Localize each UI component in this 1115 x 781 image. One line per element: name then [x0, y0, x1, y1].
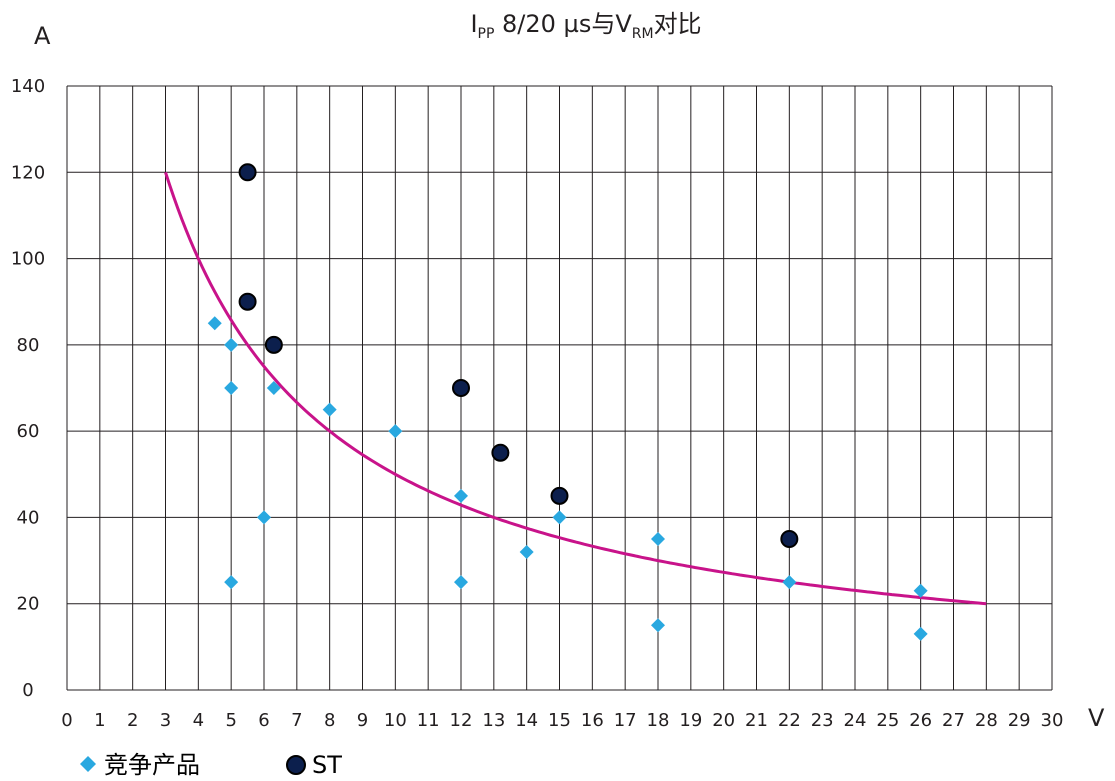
- grid: [66, 85, 1053, 691]
- legend-label-competitor: 竞争产品: [104, 751, 200, 779]
- data-point-diamond: [224, 337, 239, 352]
- data-point-circle: [780, 530, 799, 548]
- data-point-diamond: [651, 618, 665, 633]
- y-tick-label: 80: [17, 335, 40, 356]
- y-tick-label: 100: [11, 249, 45, 270]
- x-tick-label: 14: [515, 710, 538, 731]
- data-point-diamond: [224, 575, 239, 590]
- data-point-diamond: [913, 583, 928, 598]
- chart-title: IPP 8/20 µs与VRM对比: [470, 10, 701, 42]
- x-tick-label: 25: [876, 710, 899, 731]
- y-axis-label: A: [34, 22, 51, 50]
- x-tick-label: 23: [811, 710, 834, 731]
- data-point-circle: [238, 292, 257, 311]
- x-tick-label: 3: [160, 710, 171, 731]
- data-point-diamond: [519, 544, 534, 559]
- title-prefix: I: [470, 10, 477, 38]
- data-point-diamond: [322, 402, 337, 417]
- x-tick-label: 6: [258, 710, 269, 731]
- legend-label-st: ST: [312, 751, 342, 779]
- y-tick-label: 40: [17, 507, 40, 528]
- x-axis-label: V: [1088, 704, 1105, 732]
- data-point-diamond: [266, 381, 281, 395]
- x-tick-label: 18: [647, 710, 670, 731]
- x-tick-label: 5: [225, 710, 236, 731]
- legend-item-st: ST: [286, 751, 342, 779]
- data-point-circle: [491, 443, 510, 462]
- x-tick-label: 24: [844, 710, 867, 731]
- data-point-diamond: [913, 626, 928, 641]
- y-tick-label: 140: [11, 76, 45, 97]
- x-tick-label: 30: [1041, 710, 1064, 731]
- x-tick-label: 16: [581, 710, 604, 731]
- data-point-circle: [550, 486, 569, 505]
- x-tick-label: 1: [94, 710, 105, 731]
- data-point-diamond: [388, 424, 403, 439]
- title-middle: 8/20 µs与V: [494, 10, 632, 38]
- x-tick-label: 29: [1008, 710, 1031, 731]
- x-tick-label: 13: [482, 710, 505, 731]
- x-tick-label: 22: [778, 710, 801, 731]
- x-tick-label: 21: [745, 710, 768, 731]
- x-tick-label: 4: [193, 710, 204, 731]
- series-competitor: [207, 316, 928, 641]
- y-tick-labels: 0 20 40 60 80 100 120 140: [11, 76, 45, 701]
- x-tick-label: 0: [61, 710, 72, 731]
- data-point-diamond: [651, 532, 665, 546]
- y-tick-label: 0: [22, 680, 33, 701]
- x-tick-label: 7: [291, 710, 302, 731]
- series-st: [238, 163, 799, 548]
- data-point-diamond: [454, 575, 468, 590]
- x-tick-label: 9: [357, 710, 368, 731]
- x-tick-label: 19: [679, 710, 702, 731]
- x-tick-label: 8: [324, 710, 335, 731]
- y-tick-label: 20: [17, 594, 40, 615]
- legend-circle-icon: [286, 755, 306, 775]
- data-point-circle: [264, 335, 283, 354]
- legend-diamond-icon: [80, 756, 96, 772]
- x-tick-label: 27: [942, 710, 965, 731]
- x-tick-label: 10: [384, 710, 407, 731]
- title-prefix-sub: PP: [478, 26, 495, 42]
- x-tick-label: 20: [712, 710, 735, 731]
- data-point-diamond: [207, 316, 222, 331]
- y-tick-label: 120: [11, 162, 45, 183]
- x-tick-label: 2: [127, 710, 138, 731]
- data-point-diamond: [257, 510, 271, 525]
- data-point-circle: [238, 163, 257, 182]
- data-point-diamond: [454, 488, 468, 503]
- legend-item-competitor: 竞争产品: [80, 751, 200, 779]
- x-tick-label: 15: [548, 710, 571, 731]
- data-point-diamond: [782, 575, 797, 590]
- x-tick-labels: 0 1 2 3 4 5 6 7 8 9 10 11 12 13 14 15 16 17 18 19 20 21 22 23 24…: [61, 710, 1063, 731]
- data-point-circle: [452, 379, 470, 397]
- trend-curve: [164, 171, 987, 606]
- data-point-diamond: [224, 381, 239, 395]
- y-tick-label: 60: [17, 421, 40, 442]
- x-tick-label: 11: [417, 710, 440, 731]
- title-middle-sub: RM: [632, 26, 654, 42]
- data-point-diamond: [552, 510, 567, 525]
- x-tick-label: 28: [975, 710, 998, 731]
- title-suffix: 对比: [654, 10, 702, 38]
- legend: 竞争产品 ST: [80, 751, 342, 779]
- x-tick-label: 26: [909, 710, 932, 731]
- x-tick-label: 17: [614, 710, 637, 731]
- data-points: [207, 163, 928, 641]
- x-tick-label: 12: [450, 710, 473, 731]
